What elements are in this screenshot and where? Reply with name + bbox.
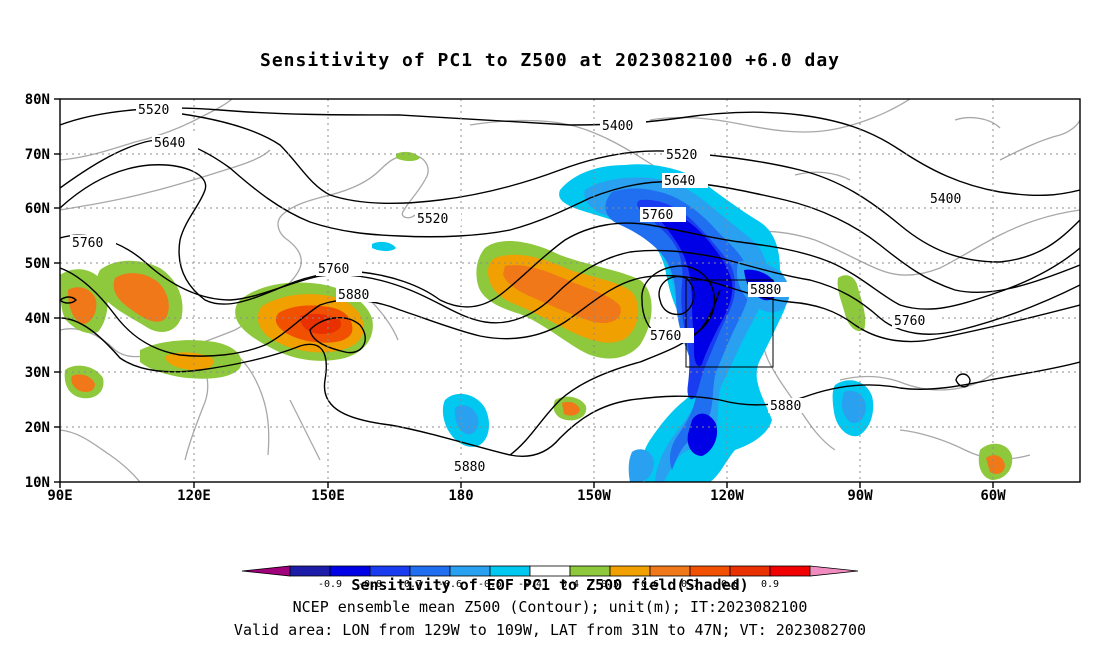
contour-label: 5760 <box>316 261 362 277</box>
contour-label: 5400 <box>600 118 646 134</box>
colorbar-segment <box>689 565 731 577</box>
svg-text:5400: 5400 <box>602 119 633 134</box>
colorbar-segment <box>369 565 411 577</box>
contour-label: 5640 <box>662 173 708 189</box>
svg-text:5640: 5640 <box>154 136 185 151</box>
colorbar-segment <box>769 565 811 577</box>
svg-text:5880: 5880 <box>338 288 369 303</box>
contour-label: 5520 <box>136 102 182 118</box>
contour-label: 5760 <box>640 207 686 223</box>
lat-label: 80N <box>25 92 50 108</box>
colorbar-label: 0.5 <box>601 579 619 590</box>
svg-text:5520: 5520 <box>417 212 448 227</box>
z500-contours <box>60 107 1080 457</box>
colorbar-segment <box>449 565 491 577</box>
colorbar: -0.9 -0.8 -0.7 -0.6 -0.5 -0.4 0.4 0.5 0.6 0.7 0.8 0… <box>241 565 859 590</box>
svg-text:5760: 5760 <box>650 329 681 344</box>
contour-label: 5400 <box>928 191 974 207</box>
svg-text:5760: 5760 <box>72 236 103 251</box>
positive-sensitivity-shading <box>60 151 1013 480</box>
map-title: Sensitivity of PC1 to Z500 at 2023082100… <box>259 50 840 71</box>
colorbar-label: -0.8 <box>358 579 382 590</box>
contour-label: 5880 <box>748 282 794 298</box>
contour-label: 5880 <box>336 287 382 303</box>
colorbar-label: 0.7 <box>681 579 699 590</box>
lon-label: 90W <box>847 488 873 504</box>
contour-label: 5640 <box>152 135 198 151</box>
svg-text:5760: 5760 <box>894 314 925 329</box>
svg-text:5880: 5880 <box>454 460 485 475</box>
lat-label: 10N <box>25 475 50 491</box>
contour-label: 5760 <box>892 313 938 329</box>
lon-label: 150E <box>311 488 345 504</box>
lat-label: 50N <box>25 256 50 272</box>
colorbar-label: -0.7 <box>398 579 422 590</box>
colorbar-label: 0.8 <box>721 579 739 590</box>
colorbar-label: 0.4 <box>561 579 579 590</box>
lat-label: 30N <box>25 365 50 381</box>
svg-text:5520: 5520 <box>666 148 697 163</box>
contour-label: 5760 <box>648 328 694 344</box>
lon-label: 180 <box>448 488 473 504</box>
lon-label: 60W <box>980 488 1006 504</box>
svg-text:5520: 5520 <box>138 103 169 118</box>
colorbar-label: 0.9 <box>761 579 779 590</box>
colorbar-segment <box>329 565 371 577</box>
caption-contour: NCEP ensemble mean Z500 (Contour); unit(… <box>292 598 808 616</box>
contour-label: 5760 <box>70 235 116 251</box>
svg-text:5760: 5760 <box>642 208 673 223</box>
contour-label: 5880 <box>452 459 498 475</box>
colorbar-segment <box>809 565 859 577</box>
lon-label: 150W <box>577 488 611 504</box>
plot-frame <box>54 98 1081 488</box>
svg-text:5400: 5400 <box>930 192 961 207</box>
contour-label: 5520 <box>415 211 461 227</box>
colorbar-label: -0.4 <box>518 579 542 590</box>
contour-labels: 5400 5400 5520 5520 5520 5640 5640 5760 … <box>70 102 974 475</box>
longitude-labels: 90E 120E 150E 180 150W 120W 90W 60W <box>47 488 1006 504</box>
colorbar-segment <box>409 565 451 577</box>
caption-valid-area: Valid area: LON from 129W to 109W, LAT f… <box>233 621 867 639</box>
colorbar-segment <box>569 565 611 577</box>
colorbar-segment <box>489 565 531 577</box>
lon-label: 120W <box>710 488 744 504</box>
colorbar-segment <box>609 565 651 577</box>
svg-text:5880: 5880 <box>750 283 781 298</box>
colorbar-segment <box>649 565 691 577</box>
valid-area-box <box>685 279 774 368</box>
colorbar-label: -0.9 <box>318 579 342 590</box>
lat-label: 20N <box>25 420 50 436</box>
lon-label: 90E <box>47 488 72 504</box>
svg-text:5880: 5880 <box>770 399 801 414</box>
svg-text:5640: 5640 <box>664 174 695 189</box>
colorbar-label: 0.6 <box>641 579 659 590</box>
latitude-labels: 80N 70N 60N 50N 40N 30N 20N 10N <box>25 92 50 491</box>
contour-label: 5880 <box>768 398 814 414</box>
contour-label: 5520 <box>664 147 710 163</box>
caption-shading: Sensitivity of EOF PC1 to Z500 field(Sha… <box>351 576 749 594</box>
lat-label: 60N <box>25 201 50 217</box>
lat-label: 40N <box>25 311 50 327</box>
colorbar-segment <box>289 565 331 577</box>
colorbar-segment <box>529 565 571 577</box>
lat-label: 70N <box>25 147 50 163</box>
svg-text:5760: 5760 <box>318 262 349 277</box>
colorbar-segment <box>241 565 291 577</box>
colorbar-segment <box>729 565 771 577</box>
colorbar-label: -0.6 <box>438 579 462 590</box>
lat-lon-grid <box>60 99 1080 482</box>
colorbar-label: -0.5 <box>478 579 502 590</box>
lon-label: 120E <box>177 488 211 504</box>
